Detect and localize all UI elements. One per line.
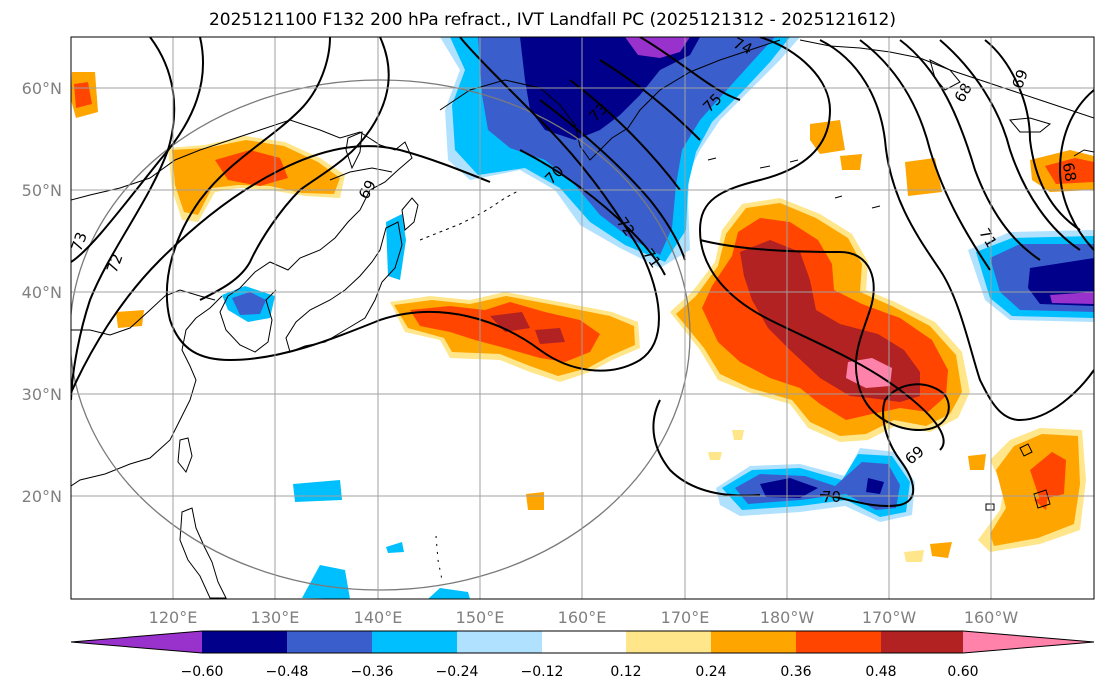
lat-label: 50°N <box>22 181 62 200</box>
colorbar-tick-label: −0.48 <box>266 664 309 680</box>
colorbar-segment <box>287 631 372 653</box>
lon-label: 180°W <box>760 608 815 627</box>
shading-layer <box>71 37 1094 599</box>
lat-label: 30°N <box>22 385 62 404</box>
colorbar-tick-label: −0.60 <box>181 664 224 680</box>
colorbar-tick-label: −0.24 <box>436 664 479 680</box>
colorbar-tick-label: 0.60 <box>947 664 978 680</box>
colorbar-segment <box>542 631 626 653</box>
map-frame <box>70 36 1095 600</box>
colorbar-segment <box>372 631 457 653</box>
colorbar-tick-label: 0.36 <box>780 664 811 680</box>
colorbar-segment <box>202 631 287 653</box>
colorbar-segment <box>881 631 963 653</box>
contour-label: 73 <box>67 230 90 254</box>
lon-label: 160°E <box>558 608 607 627</box>
lon-label: 130°E <box>251 608 300 627</box>
contour-label: 70 <box>822 488 841 506</box>
map-title: 2025121100 F132 200 hPa refract., IVT La… <box>208 10 896 30</box>
colorbar-segment <box>711 631 796 653</box>
lon-label: 160°W <box>964 608 1019 627</box>
lat-label: 20°N <box>22 487 62 506</box>
colorbar-tick-label: 0.24 <box>695 664 726 680</box>
lon-label: 140°E <box>354 608 403 627</box>
lon-labels: 120°E 130°E 140°E 150°E 160°E 170°E 180°… <box>149 608 1019 627</box>
lon-label: 170°W <box>862 608 917 627</box>
lon-label: 120°E <box>149 608 198 627</box>
colorbar-right-extension <box>963 631 1094 653</box>
contour-label: 74 <box>730 34 755 58</box>
colorbar-tick-label: 0.48 <box>865 664 896 680</box>
contour-label: 72 <box>103 251 126 275</box>
lat-label: 60°N <box>22 79 62 98</box>
lat-label: 40°N <box>22 283 62 302</box>
colorbar: −0.60 −0.48 −0.36 −0.24 −0.12 0.12 0.24 … <box>70 630 1095 680</box>
colorbar-segment <box>796 631 881 653</box>
contour-label: 68 <box>1059 161 1080 183</box>
contour-label: 69 <box>1008 67 1031 91</box>
contour-lines <box>71 37 1094 507</box>
lon-label: 170°E <box>661 608 710 627</box>
colorbar-tick-labels: −0.60 −0.48 −0.36 −0.24 −0.12 0.12 0.24 … <box>181 664 979 680</box>
lon-label: 150°E <box>456 608 505 627</box>
projection-circle <box>71 79 691 591</box>
colorbar-tick-label: −0.12 <box>521 664 564 680</box>
colorbar-tick-label: −0.36 <box>351 664 394 680</box>
colorbar-tick-label: 0.12 <box>610 664 641 680</box>
lat-labels: 60°N 50°N 40°N 30°N 20°N <box>22 79 62 506</box>
gridlines <box>71 37 1094 599</box>
colorbar-segment <box>626 631 711 653</box>
colorbar-left-extension <box>71 631 202 653</box>
colorbar-segment <box>457 631 542 653</box>
